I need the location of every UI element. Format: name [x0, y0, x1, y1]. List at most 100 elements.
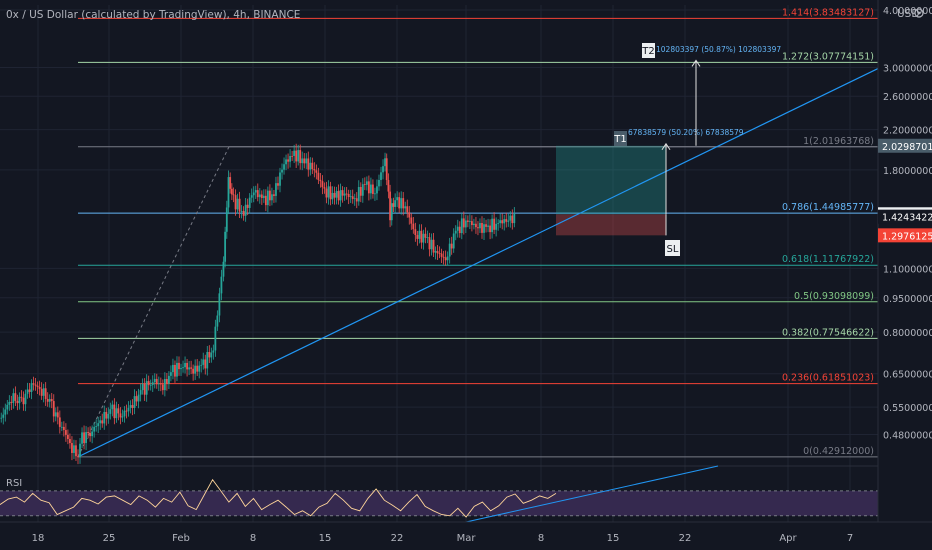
candle-body: [392, 203, 395, 207]
x-tick-label: 8: [538, 533, 544, 544]
candle-body: [291, 155, 294, 157]
candle-body: [2, 414, 5, 418]
settings-icon[interactable]: [914, 8, 924, 18]
candle-body: [337, 191, 340, 201]
candle-body: [42, 388, 45, 396]
candle-body: [277, 183, 279, 186]
candle-body: [170, 372, 172, 376]
trendlines[interactable]: [77, 67, 881, 458]
candle-body: [434, 251, 437, 253]
candle-body: [343, 193, 346, 196]
candle-body: [378, 179, 380, 187]
candle-body: [370, 184, 372, 194]
candle-body: [509, 215, 512, 221]
candle-body: [424, 233, 427, 238]
candle-body: [410, 217, 413, 224]
candle-body: [408, 212, 411, 218]
rsi-pane[interactable]: RSI100.0050.00: [0, 465, 932, 523]
price-axis[interactable]: 4.00000000 3.00000000 2.60000000 2.20000000…: [877, 0, 932, 550]
candle-body: [38, 387, 41, 389]
candle-body: [4, 409, 7, 415]
candle-body: [361, 184, 364, 196]
candle-body: [69, 438, 71, 444]
candle-body: [402, 198, 405, 209]
candle-body: [363, 184, 366, 185]
candle-body: [8, 401, 11, 405]
candle-body: [432, 239, 435, 253]
t2-badge: [642, 43, 655, 58]
candle-body: [491, 218, 493, 233]
candle-body: [420, 230, 423, 243]
candle-body: [479, 223, 481, 229]
fib-level-label: 0.5(0.93098099): [794, 291, 874, 302]
candle-body: [335, 191, 338, 198]
candle-body: [206, 351, 209, 369]
t2-text: 102803397 (50.87%) 102803397: [656, 45, 781, 54]
candle-body: [172, 364, 174, 373]
candle-body: [347, 193, 350, 197]
candle-body: [489, 225, 491, 233]
candle-body: [477, 227, 479, 229]
candle-body: [178, 362, 180, 370]
candle-body: [22, 397, 25, 405]
candle-body: [365, 181, 368, 185]
candle-body: [212, 350, 215, 353]
candle-body: [387, 180, 390, 192]
x-tick-label: 7: [847, 533, 853, 544]
y-tick-label: 2.60000000: [883, 92, 932, 103]
chart-title: 0x / US Dollar (calculated by TradingVie…: [6, 9, 300, 21]
fib-retracement[interactable]: 1.414(3.83483127) 1.272(3.07774151) 1(2.01…: [77, 7, 878, 458]
y-tick-label: 0.48000000: [883, 430, 932, 441]
candle-body: [186, 362, 188, 370]
candle-body: [505, 219, 508, 222]
candle-body: [180, 368, 182, 370]
candle-body: [129, 405, 132, 408]
candle-body: [174, 364, 176, 377]
y-tick-label: 4.00000000: [883, 6, 932, 17]
candle-body: [466, 220, 469, 222]
candle-body: [10, 401, 13, 403]
candle-body: [153, 378, 156, 383]
candle-body: [234, 195, 237, 210]
candle-body: [18, 396, 21, 404]
candle-body: [454, 230, 457, 234]
candle-body: [137, 394, 140, 402]
candle-body: [93, 426, 96, 432]
candle-body: [121, 416, 124, 418]
candle-body: [416, 235, 419, 239]
candle-body: [117, 408, 120, 414]
candle-body: [20, 396, 23, 398]
ascending-trendline: [77, 67, 881, 458]
candle-body: [458, 226, 461, 234]
candle-body: [95, 426, 98, 427]
candle-body: [285, 159, 287, 165]
candle-body: [321, 181, 324, 188]
long-position-tool[interactable]: [556, 145, 666, 236]
candle-body: [315, 170, 318, 173]
candle-body: [309, 162, 312, 170]
candle-body: [456, 226, 459, 231]
x-tick-label: Mar: [457, 533, 477, 544]
candle-body: [194, 365, 197, 374]
candle-body: [56, 412, 59, 418]
candle-body: [501, 220, 504, 224]
candle-body: [200, 364, 203, 366]
candle-body: [238, 198, 241, 212]
candle-body: [159, 383, 162, 385]
candle-body: [208, 351, 211, 358]
candle-body: [468, 221, 471, 222]
candle-body: [113, 404, 116, 419]
candle-body: [471, 221, 473, 226]
candle-body: [355, 198, 358, 202]
candle-body: [396, 197, 399, 201]
fib-level-label: 1.272(3.07774151): [782, 51, 874, 62]
candle-body: [155, 378, 158, 385]
sl-label: SL: [667, 244, 679, 255]
candle-body: [333, 192, 336, 198]
candle-body: [353, 198, 356, 200]
candle-body: [313, 169, 316, 171]
time-axis[interactable]: 18 25 Feb 8 15 22 Mar 8 15 22 Apr 7: [0, 521, 932, 544]
candle-body: [214, 326, 217, 351]
